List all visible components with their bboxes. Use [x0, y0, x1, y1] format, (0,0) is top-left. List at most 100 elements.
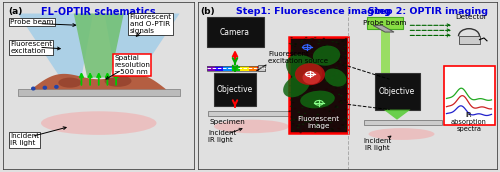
Circle shape	[319, 98, 322, 100]
Circle shape	[327, 73, 330, 74]
Circle shape	[310, 38, 312, 39]
Text: Probe beam: Probe beam	[364, 20, 406, 26]
Circle shape	[322, 50, 324, 51]
Circle shape	[342, 50, 344, 51]
Circle shape	[288, 43, 291, 44]
Circle shape	[324, 104, 326, 105]
Bar	[214, 73, 256, 106]
Circle shape	[318, 40, 320, 41]
Circle shape	[335, 105, 337, 107]
Circle shape	[326, 103, 329, 104]
Circle shape	[316, 121, 318, 122]
Circle shape	[312, 58, 314, 60]
Circle shape	[302, 117, 304, 119]
Circle shape	[331, 80, 334, 81]
Circle shape	[328, 100, 330, 101]
Circle shape	[314, 120, 316, 121]
Circle shape	[291, 80, 294, 81]
Text: Objective: Objective	[379, 87, 415, 96]
Circle shape	[304, 76, 307, 77]
Circle shape	[306, 124, 309, 125]
Circle shape	[298, 124, 300, 125]
Bar	[289, 37, 348, 133]
Circle shape	[294, 77, 296, 78]
Circle shape	[336, 69, 338, 70]
Circle shape	[341, 124, 343, 125]
Circle shape	[338, 61, 340, 62]
Circle shape	[310, 80, 312, 82]
Circle shape	[322, 99, 325, 100]
Bar	[374, 73, 420, 110]
Circle shape	[326, 45, 328, 46]
Circle shape	[320, 91, 322, 92]
Bar	[240, 66, 248, 71]
Polygon shape	[74, 14, 124, 78]
Circle shape	[292, 124, 295, 126]
Circle shape	[322, 94, 324, 95]
Text: Fluorescent
and O-PTIR
signals: Fluorescent and O-PTIR signals	[130, 14, 172, 34]
Circle shape	[302, 80, 305, 81]
Circle shape	[343, 39, 345, 40]
Circle shape	[344, 75, 347, 76]
Text: Probe beam: Probe beam	[10, 19, 54, 25]
Circle shape	[324, 100, 327, 102]
Circle shape	[336, 61, 338, 62]
Bar	[367, 17, 403, 29]
Text: Incident
IR light: Incident IR light	[10, 133, 40, 146]
Circle shape	[316, 96, 318, 98]
Circle shape	[304, 55, 306, 56]
Circle shape	[316, 125, 319, 126]
Circle shape	[319, 128, 322, 129]
Circle shape	[304, 121, 306, 122]
Circle shape	[292, 123, 294, 124]
Circle shape	[330, 55, 332, 56]
Circle shape	[307, 121, 310, 122]
Circle shape	[294, 68, 297, 69]
Text: Spatial
resolution
~500 nm: Spatial resolution ~500 nm	[114, 55, 150, 75]
Circle shape	[308, 87, 310, 88]
Circle shape	[310, 41, 312, 42]
Circle shape	[310, 51, 312, 52]
Circle shape	[324, 74, 326, 75]
Circle shape	[322, 46, 324, 47]
Text: (b): (b)	[200, 7, 215, 16]
Circle shape	[292, 91, 295, 93]
Circle shape	[342, 85, 344, 87]
Circle shape	[315, 127, 318, 128]
Circle shape	[326, 106, 329, 107]
Circle shape	[320, 59, 322, 60]
Circle shape	[300, 132, 302, 133]
Circle shape	[302, 99, 305, 101]
Circle shape	[294, 73, 296, 75]
Polygon shape	[384, 110, 410, 120]
Circle shape	[341, 102, 344, 104]
Circle shape	[290, 37, 293, 38]
Circle shape	[297, 127, 300, 128]
Ellipse shape	[104, 75, 132, 87]
Circle shape	[314, 73, 317, 74]
Bar	[232, 66, 240, 71]
Text: Objective: Objective	[217, 85, 253, 94]
Circle shape	[290, 99, 292, 101]
Polygon shape	[32, 74, 166, 89]
Circle shape	[314, 81, 316, 83]
Circle shape	[334, 118, 337, 120]
Text: Incident
IR light: Incident IR light	[364, 138, 392, 151]
Circle shape	[312, 58, 314, 59]
Circle shape	[297, 96, 300, 98]
Circle shape	[328, 61, 330, 63]
Circle shape	[332, 111, 334, 112]
Circle shape	[294, 119, 297, 120]
Circle shape	[313, 108, 316, 110]
Text: (a): (a)	[8, 7, 22, 16]
Circle shape	[304, 59, 306, 60]
Circle shape	[294, 108, 296, 109]
Circle shape	[310, 107, 312, 108]
Circle shape	[54, 85, 58, 89]
Circle shape	[344, 55, 346, 56]
Circle shape	[320, 124, 322, 125]
Circle shape	[336, 106, 338, 108]
Circle shape	[302, 123, 304, 125]
Circle shape	[343, 49, 345, 51]
Circle shape	[288, 72, 290, 74]
